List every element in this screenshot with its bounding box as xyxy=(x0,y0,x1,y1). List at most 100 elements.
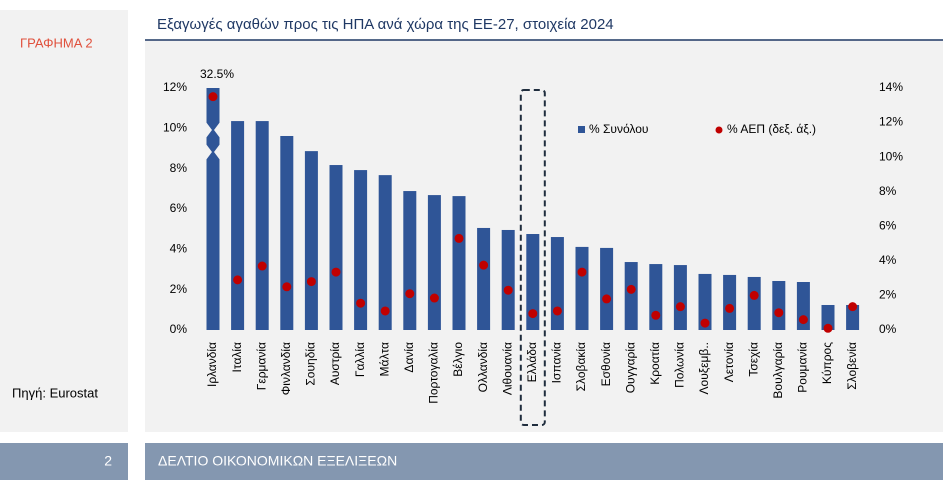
dot xyxy=(479,260,489,270)
bar xyxy=(673,265,687,330)
bar xyxy=(452,196,466,330)
dot xyxy=(208,92,218,102)
y2-tick-label: 2% xyxy=(879,288,897,302)
bar xyxy=(403,191,417,330)
y2-tick-label: 6% xyxy=(879,218,897,232)
y2-tick-label: 0% xyxy=(879,322,897,336)
footer-title: ΔΕΛΤΙΟ ΟΙΚΟΝΟΜΙΚΩΝ ΕΞΕΛΙΞΕΩΝ xyxy=(158,453,397,469)
dot xyxy=(602,294,612,304)
footer-left xyxy=(0,443,128,480)
dot xyxy=(331,267,341,277)
x-tick-label: Κροατία xyxy=(648,342,662,385)
bar xyxy=(378,175,392,330)
bar xyxy=(501,229,515,330)
y-tick-label: 12% xyxy=(163,80,187,94)
page-number: 2 xyxy=(104,453,112,469)
dot xyxy=(798,315,808,325)
x-tick-label: Ρουμανία xyxy=(796,342,810,393)
x-tick-label: Ολλανδία xyxy=(476,342,490,392)
dot xyxy=(528,309,538,319)
y-tick-label: 6% xyxy=(170,201,188,215)
bar xyxy=(772,280,786,330)
x-tick-label: Βουλγαρία xyxy=(771,342,785,399)
y2-tick-label: 14% xyxy=(879,80,903,94)
bar xyxy=(624,262,638,330)
bar xyxy=(600,247,614,330)
dot xyxy=(700,318,710,328)
y-tick-label: 2% xyxy=(170,282,188,296)
y-tick-label: 8% xyxy=(170,161,188,175)
x-tick-label: Λετονία xyxy=(722,342,736,382)
dot xyxy=(651,310,661,320)
y2-tick-label: 8% xyxy=(879,184,897,198)
dot xyxy=(233,275,243,285)
legend-label: % ΑΕΠ (δεξ. άξ.) xyxy=(727,122,816,136)
dot xyxy=(848,302,858,312)
legend-swatch xyxy=(578,126,585,133)
dot xyxy=(356,298,366,308)
legend-swatch xyxy=(715,126,723,134)
dot xyxy=(257,261,267,271)
x-tick-label: Πορτογαλία xyxy=(427,342,441,404)
highlight-box xyxy=(519,89,546,426)
bar xyxy=(427,195,441,330)
y-tick-label: 4% xyxy=(170,242,188,256)
x-tick-label: Τσεχία xyxy=(746,342,760,377)
bar xyxy=(550,237,564,330)
y-tick-label: 0% xyxy=(170,322,188,336)
dot xyxy=(552,306,562,316)
bar xyxy=(575,246,589,330)
x-tick-label: Λουξεμβ.. xyxy=(697,342,711,394)
dot xyxy=(405,289,415,299)
y2-tick-label: 10% xyxy=(879,149,903,163)
dot xyxy=(749,290,759,300)
y2-tick-label: 4% xyxy=(879,253,897,267)
dot xyxy=(823,323,833,333)
dot xyxy=(282,282,292,292)
value-label: 32.5% xyxy=(200,67,234,81)
x-tick-label: Μάλτα xyxy=(377,342,391,377)
bar xyxy=(649,264,663,330)
x-tick-label: Ισπανία xyxy=(550,342,564,383)
source: Πηγή: Eurostat xyxy=(12,385,98,400)
dot xyxy=(454,233,464,243)
bar xyxy=(526,234,540,330)
x-tick-label: Ιρλανδία xyxy=(205,342,219,387)
bar xyxy=(304,151,318,330)
footer-right xyxy=(145,443,943,480)
bar xyxy=(255,121,269,330)
dot xyxy=(675,302,685,312)
x-tick-label: Λιθουανία xyxy=(500,342,514,395)
y-tick-label: 10% xyxy=(163,121,187,135)
legend-label: % Συνόλου xyxy=(589,122,648,136)
dot xyxy=(306,277,316,287)
x-tick-label: Δανία xyxy=(402,342,416,373)
bar xyxy=(723,274,737,330)
bar xyxy=(354,170,368,330)
x-tick-label: Αυστρία xyxy=(328,342,342,385)
figure-label: ΓΡΑΦΗΜΑ 2 xyxy=(20,35,93,50)
side-panel xyxy=(0,10,128,432)
x-tick-label: Σλοβακία xyxy=(574,342,588,391)
dot xyxy=(626,284,636,294)
x-tick-label: Σουηδία xyxy=(304,342,318,386)
x-tick-label: Γαλλία xyxy=(353,342,367,377)
x-tick-label: Σλοβενία xyxy=(845,342,859,390)
bar xyxy=(821,304,835,330)
axis-break xyxy=(214,122,220,160)
chart-title: Εξαγωγές αγαθών προς τις ΗΠΑ ανά χώρα τη… xyxy=(157,16,614,33)
x-tick-label: Γερμανία xyxy=(254,342,268,390)
title-band xyxy=(145,10,943,40)
x-tick-label: Ιταλία xyxy=(230,342,244,373)
dot xyxy=(725,303,735,313)
bar xyxy=(206,88,220,330)
bar xyxy=(698,273,712,330)
x-tick-label: Πολωνία xyxy=(673,342,687,388)
dot xyxy=(429,293,439,303)
x-tick-label: Βέλγιο xyxy=(451,342,465,377)
bar xyxy=(280,135,294,330)
x-tick-label: Ελλάδα xyxy=(525,342,539,382)
x-tick-label: Κύπρος xyxy=(820,342,834,384)
x-tick-label: Φινλανδία xyxy=(279,342,293,395)
